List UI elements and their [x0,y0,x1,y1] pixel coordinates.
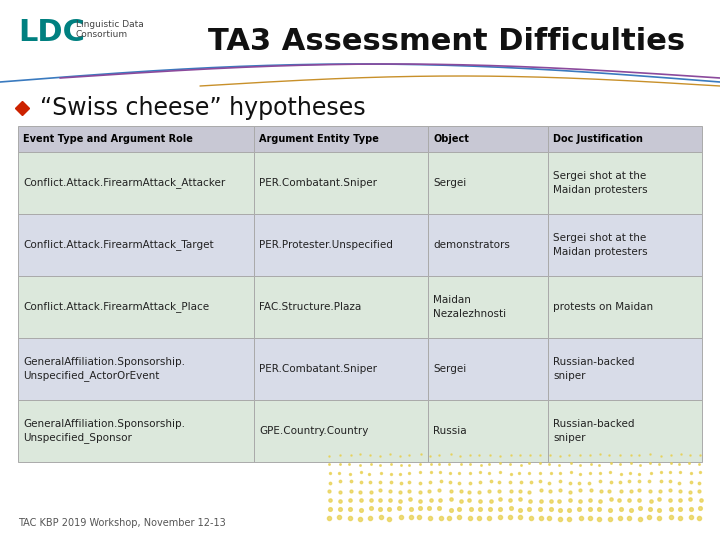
Bar [548,276,702,338]
Bar [428,214,548,276]
Bar [548,152,702,214]
Bar [18,276,254,338]
Text: Sergei: Sergei [433,178,467,188]
Bar [18,400,254,462]
Text: Russian-backed
sniper: Russian-backed sniper [553,420,634,443]
Text: demonstrators: demonstrators [433,240,510,250]
Text: protests on Maidan: protests on Maidan [553,302,653,312]
Bar [254,400,428,462]
Text: GPE.Country.Country: GPE.Country.Country [259,426,369,436]
Bar [428,400,548,462]
Text: Conflict.Attack.FirearmAttack_Target: Conflict.Attack.FirearmAttack_Target [23,240,214,251]
Bar [548,400,702,462]
Text: PER.Combatant.Sniper: PER.Combatant.Sniper [259,178,377,188]
Text: Conflict.Attack.FirearmAttack_Place: Conflict.Attack.FirearmAttack_Place [23,301,209,313]
Bar [548,126,702,152]
Bar [254,152,428,214]
Bar [254,126,428,152]
Text: TAC KBP 2019 Workshop, November 12-13: TAC KBP 2019 Workshop, November 12-13 [18,518,226,528]
Bar [428,338,548,400]
Text: Doc Justification: Doc Justification [553,134,643,144]
Text: Event Type and Argument Role: Event Type and Argument Role [23,134,193,144]
Bar [254,338,428,400]
Text: Argument Entity Type: Argument Entity Type [259,134,379,144]
Text: Sergei: Sergei [433,364,467,374]
Bar [254,276,428,338]
Text: Maidan
Nezalezhnosti: Maidan Nezalezhnosti [433,295,507,319]
Text: Russian-backed
sniper: Russian-backed sniper [553,357,634,381]
Text: Russia: Russia [433,426,467,436]
Text: PER.Combatant.Sniper: PER.Combatant.Sniper [259,364,377,374]
Text: Sergei shot at the
Maidan protesters: Sergei shot at the Maidan protesters [553,171,648,194]
Bar [18,152,254,214]
Bar [428,276,548,338]
Bar [428,126,548,152]
Text: TA3 Assessment Difficulties: TA3 Assessment Difficulties [208,28,685,57]
Text: “Swiss cheese” hypotheses: “Swiss cheese” hypotheses [40,96,366,120]
Bar [428,152,548,214]
Bar [254,214,428,276]
Bar [548,214,702,276]
Bar [18,338,254,400]
Text: PER.Protester.Unspecified: PER.Protester.Unspecified [259,240,393,250]
Bar [18,214,254,276]
Text: Object: Object [433,134,469,144]
Text: Conflict.Attack.FirearmAttack_Attacker: Conflict.Attack.FirearmAttack_Attacker [23,178,225,188]
Bar [18,126,254,152]
Text: LDC: LDC [18,18,85,47]
Text: GeneralAffiliation.Sponsorship.
Unspecified_ActorOrEvent: GeneralAffiliation.Sponsorship. Unspecif… [23,357,185,381]
Text: Linguistic Data
Consortium: Linguistic Data Consortium [76,20,144,39]
Text: Sergei shot at the
Maidan protesters: Sergei shot at the Maidan protesters [553,233,648,256]
Text: FAC.Structure.Plaza: FAC.Structure.Plaza [259,302,361,312]
Text: GeneralAffiliation.Sponsorship.
Unspecified_Sponsor: GeneralAffiliation.Sponsorship. Unspecif… [23,419,185,443]
Bar [548,338,702,400]
